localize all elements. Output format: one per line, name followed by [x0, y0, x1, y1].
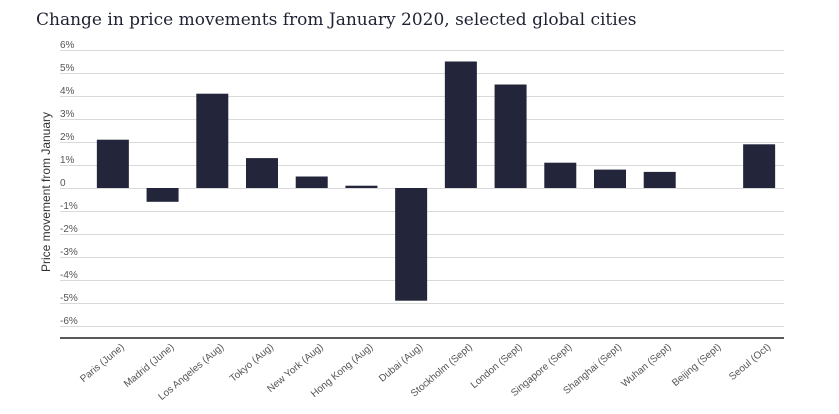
bar [643, 171, 676, 188]
y-tick-labels: 6% 5% 4% 3% 2% 1% 0 -1% -2% -3% -4% -5% -6% [60, 40, 78, 327]
y-tick-label: -2% [60, 224, 78, 235]
bar [544, 162, 577, 188]
bar [196, 93, 229, 188]
bar [295, 176, 328, 188]
x-tick-label: Tokyo (Aug) [228, 342, 276, 385]
y-tick-label: 2% [60, 132, 75, 143]
y-tick-label: 4% [60, 86, 75, 97]
chart-title: Change in price movements from January 2… [36, 10, 637, 30]
y-tick-label: 5% [60, 63, 75, 74]
y-tick-label: -6% [60, 316, 78, 327]
y-axis-title: Price movement from January [39, 112, 53, 272]
bar [743, 144, 776, 188]
bars [96, 61, 776, 301]
x-tick-label: Beijing (Sept) [670, 342, 723, 389]
y-tick-label: -5% [60, 293, 78, 304]
bar [96, 139, 129, 188]
bar [146, 188, 179, 202]
bar [395, 188, 428, 301]
x-tick-labels: Paris (June)Madrid (June)Los Angeles (Au… [78, 342, 773, 403]
y-tick-label: -4% [60, 270, 78, 281]
y-tick-label: -1% [60, 201, 78, 212]
bar [594, 169, 626, 188]
bar [246, 158, 278, 188]
y-tick-label: 3% [60, 109, 75, 120]
y-tick-label: -3% [60, 247, 78, 258]
x-tick-label: Dubai (Aug) [377, 342, 425, 385]
bar [345, 185, 378, 188]
y-tick-label: 1% [60, 155, 75, 166]
x-tick-label: Paris (June) [78, 342, 126, 385]
y-tick-label: 0 [60, 178, 66, 189]
x-tick-label: Wuhan (Sept) [619, 342, 673, 390]
bar [494, 84, 527, 188]
y-tick-label: 6% [60, 40, 75, 51]
x-tick-label: Seoul (Oct) [727, 342, 773, 383]
bar [444, 61, 477, 188]
x-tick-label: Madrid (June) [122, 342, 176, 390]
